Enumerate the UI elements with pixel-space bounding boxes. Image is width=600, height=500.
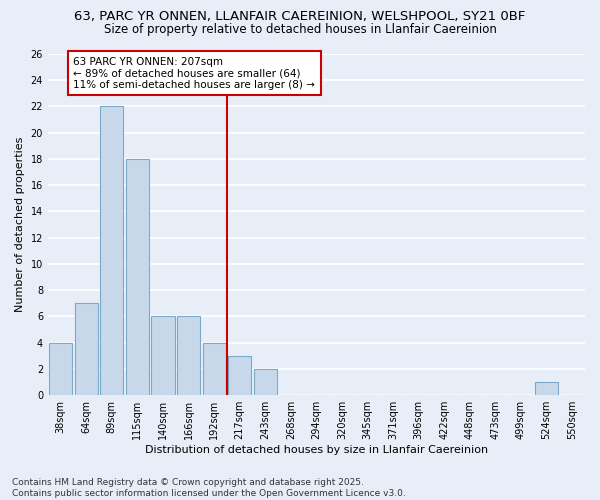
Text: 63, PARC YR ONNEN, LLANFAIR CAEREINION, WELSHPOOL, SY21 0BF: 63, PARC YR ONNEN, LLANFAIR CAEREINION, … xyxy=(74,10,526,23)
Bar xyxy=(535,382,558,395)
Bar xyxy=(177,316,200,395)
Bar xyxy=(254,369,277,395)
X-axis label: Distribution of detached houses by size in Llanfair Caereinion: Distribution of detached houses by size … xyxy=(145,445,488,455)
Text: Size of property relative to detached houses in Llanfair Caereinion: Size of property relative to detached ho… xyxy=(104,22,496,36)
Bar xyxy=(228,356,251,395)
Text: 63 PARC YR ONNEN: 207sqm
← 89% of detached houses are smaller (64)
11% of semi-d: 63 PARC YR ONNEN: 207sqm ← 89% of detach… xyxy=(73,56,316,90)
Bar xyxy=(203,342,226,395)
Bar xyxy=(100,106,124,395)
Text: Contains HM Land Registry data © Crown copyright and database right 2025.
Contai: Contains HM Land Registry data © Crown c… xyxy=(12,478,406,498)
Bar xyxy=(75,304,98,395)
Bar xyxy=(151,316,175,395)
Bar xyxy=(49,342,72,395)
Bar xyxy=(126,159,149,395)
Y-axis label: Number of detached properties: Number of detached properties xyxy=(15,137,25,312)
